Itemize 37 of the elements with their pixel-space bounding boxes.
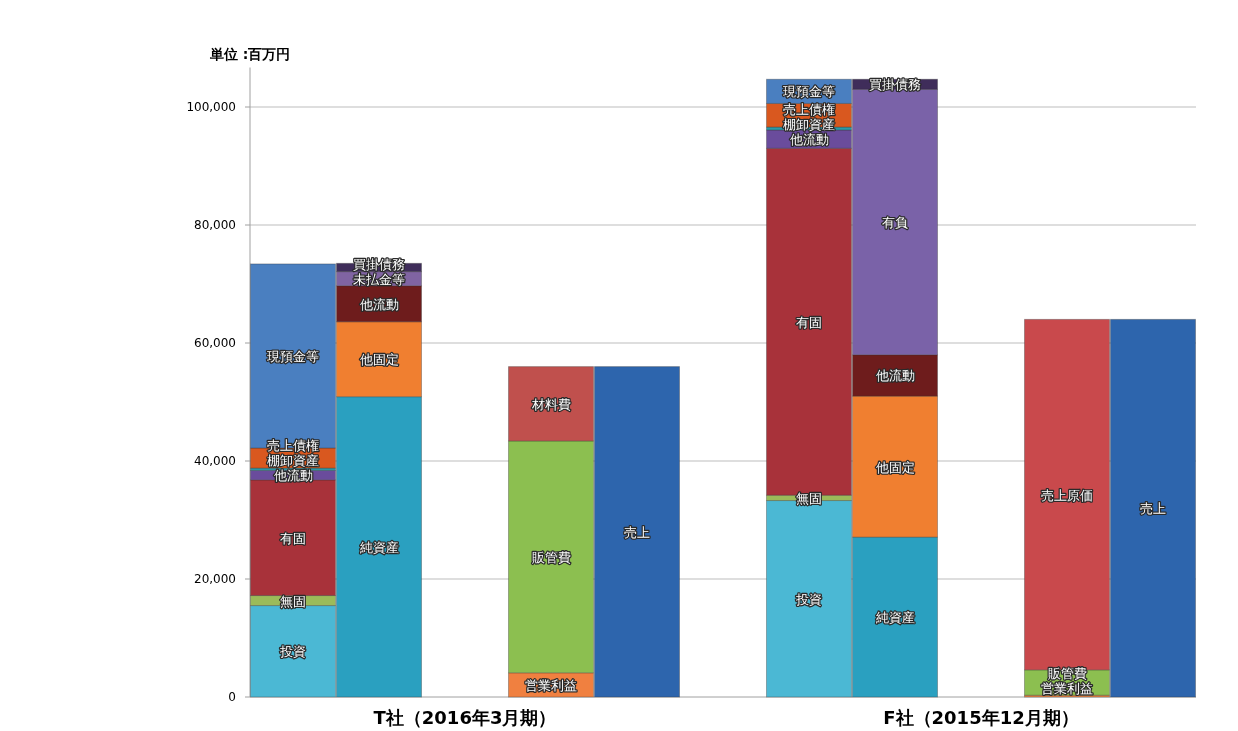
series-label: 営業利益 [1041, 681, 1093, 696]
series-label: 売上債権 [783, 102, 835, 118]
y-tick-label: 40,000 [194, 454, 236, 468]
series-label: 純資産 [359, 539, 399, 555]
series-label: 材料費 [530, 396, 571, 412]
series-label: 現預金等 [267, 348, 319, 364]
series-label: 売上 [624, 524, 650, 540]
y-tick-label: 100,000 [186, 100, 236, 114]
series-label: 売上 [1140, 501, 1166, 517]
series-label: 純資産 [875, 610, 915, 626]
series-label: 棚卸資産 [267, 453, 319, 469]
series-label: 有負 [882, 215, 908, 231]
series-label: 投資 [795, 591, 822, 607]
x-tick-label: T社（2016年3月期） [373, 707, 557, 728]
series-label: 未払金等 [353, 271, 405, 287]
series-label: 他固定 [359, 352, 399, 368]
y-tick-label: 0 [228, 690, 236, 704]
series-label: 他流動 [359, 296, 399, 312]
y-tick-label: 20,000 [194, 572, 236, 586]
series-label: 買掛債務 [869, 77, 921, 93]
series-label: 販管費 [1047, 666, 1087, 681]
series-label: 売上原価 [1041, 487, 1093, 503]
y-tick-label: 80,000 [194, 218, 236, 232]
series-label: 他流動 [875, 368, 915, 384]
series-label: 有固 [280, 530, 306, 546]
series-label: 他流動 [273, 468, 313, 484]
series-label: 営業利益 [525, 677, 577, 693]
y-tick-label: 60,000 [194, 336, 236, 350]
series-label: 投資 [279, 644, 306, 660]
series-label: 現預金等 [783, 84, 835, 100]
series-label: 他流動 [789, 132, 829, 148]
series-label: 販管費 [531, 549, 571, 565]
series-label: 無固 [280, 593, 306, 609]
x-tick-label: F社（2015年12月期） [883, 707, 1079, 728]
y-axis-title: 単位 :百万円 [209, 46, 291, 62]
series-label: 他固定 [875, 459, 915, 475]
series-label: 有固 [796, 314, 822, 330]
